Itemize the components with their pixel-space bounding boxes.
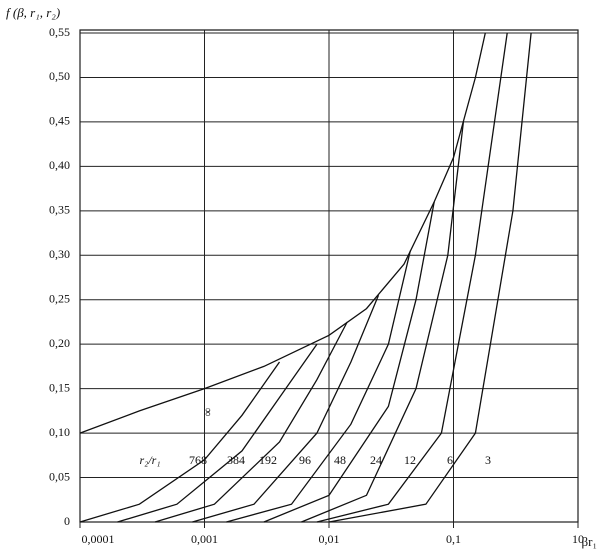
curve-label: 384 bbox=[227, 453, 245, 467]
curve bbox=[226, 250, 411, 523]
y-tick-label: 0,05 bbox=[49, 469, 70, 483]
curve bbox=[79, 32, 486, 434]
y-tick-label: 0,40 bbox=[49, 158, 70, 172]
curve-parameter-label: r₂/r₁ bbox=[139, 453, 160, 467]
y-tick-label: 0,55 bbox=[49, 25, 70, 39]
y-tick-label: 0,30 bbox=[49, 247, 70, 261]
x-tick-label: 0,1 bbox=[446, 532, 461, 546]
curve bbox=[192, 295, 380, 523]
curve-label: 768 bbox=[189, 453, 207, 467]
curve-label: 48 bbox=[334, 453, 346, 467]
curve bbox=[301, 121, 465, 523]
x-tick-label: 0,0001 bbox=[82, 532, 115, 546]
curve-label: 96 bbox=[299, 453, 311, 467]
curve-label: 192 bbox=[259, 453, 277, 467]
curve bbox=[263, 201, 435, 523]
curve bbox=[328, 32, 532, 523]
x-tick-label: 10 bbox=[572, 532, 584, 546]
curve bbox=[316, 32, 508, 523]
x-axis-label: βr₁ bbox=[582, 534, 597, 549]
y-tick-label: 0,10 bbox=[49, 425, 70, 439]
y-axis-label: f (β, r₁, r₂) bbox=[6, 5, 60, 20]
curve-label: 24 bbox=[370, 453, 382, 467]
curve-label: 3 bbox=[485, 453, 491, 467]
y-tick-label: 0,15 bbox=[49, 380, 70, 394]
curve bbox=[117, 343, 318, 523]
y-tick-label: 0,50 bbox=[49, 69, 70, 83]
x-tick-label: 0,001 bbox=[191, 532, 218, 546]
x-tick-label: 0,01 bbox=[319, 532, 340, 546]
y-tick-label: 0,35 bbox=[49, 203, 70, 217]
curve bbox=[79, 361, 281, 523]
curve-label: 12 bbox=[404, 453, 416, 467]
y-tick-label: 0,45 bbox=[49, 114, 70, 128]
curve-label: 6 bbox=[447, 453, 453, 467]
y-tick-label: 0 bbox=[64, 514, 70, 528]
curve bbox=[154, 321, 348, 523]
curve-label: ∞ bbox=[201, 408, 215, 417]
y-tick-label: 0,20 bbox=[49, 336, 70, 350]
y-tick-label: 0,25 bbox=[49, 291, 70, 305]
